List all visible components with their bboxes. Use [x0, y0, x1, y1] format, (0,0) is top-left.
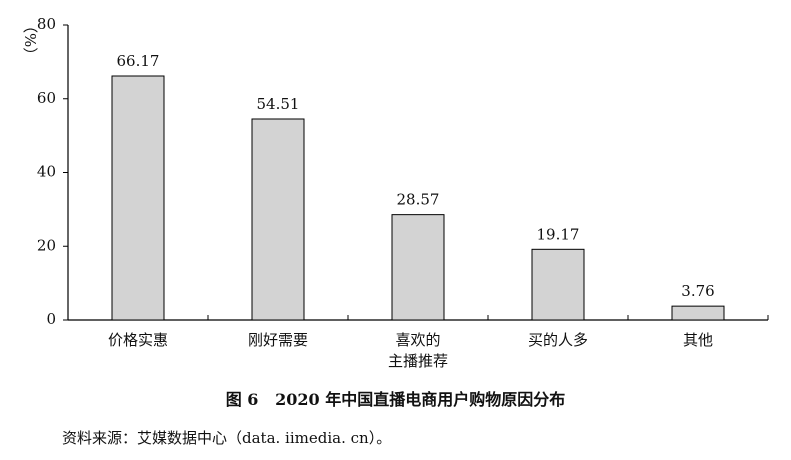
bar [111, 75, 165, 321]
bar [391, 214, 445, 321]
y-axis-label: （%） [21, 18, 39, 63]
x-tick-label: 买的人多 [527, 331, 588, 349]
x-tick-label: 喜欢的 主播推荐 [387, 331, 448, 370]
bar [251, 118, 305, 321]
y-tick-label: 60 [37, 89, 56, 107]
y-tick-label: 40 [37, 163, 56, 181]
x-tick-label: 刚好需要 [247, 331, 308, 349]
y-tick-label: 20 [37, 236, 56, 254]
value-label: 28.57 [397, 191, 440, 209]
bar [671, 305, 725, 321]
source-note: 资料来源：艾媒数据中心（data. iimedia. cn）。 [62, 429, 392, 447]
value-label: 19.17 [537, 225, 580, 243]
x-tick-label: 其他 [682, 331, 713, 349]
x-tick-label: 价格实惠 [107, 331, 168, 349]
chart-title: 图 6 2020 年中国直播电商用户购物原因分布 [225, 390, 566, 409]
value-label: 3.76 [681, 282, 714, 300]
y-tick-label: 80 [37, 15, 56, 33]
value-label: 66.17 [117, 52, 160, 70]
value-label: 54.51 [257, 95, 300, 113]
y-tick-label: 0 [46, 310, 56, 328]
bar [531, 248, 585, 321]
